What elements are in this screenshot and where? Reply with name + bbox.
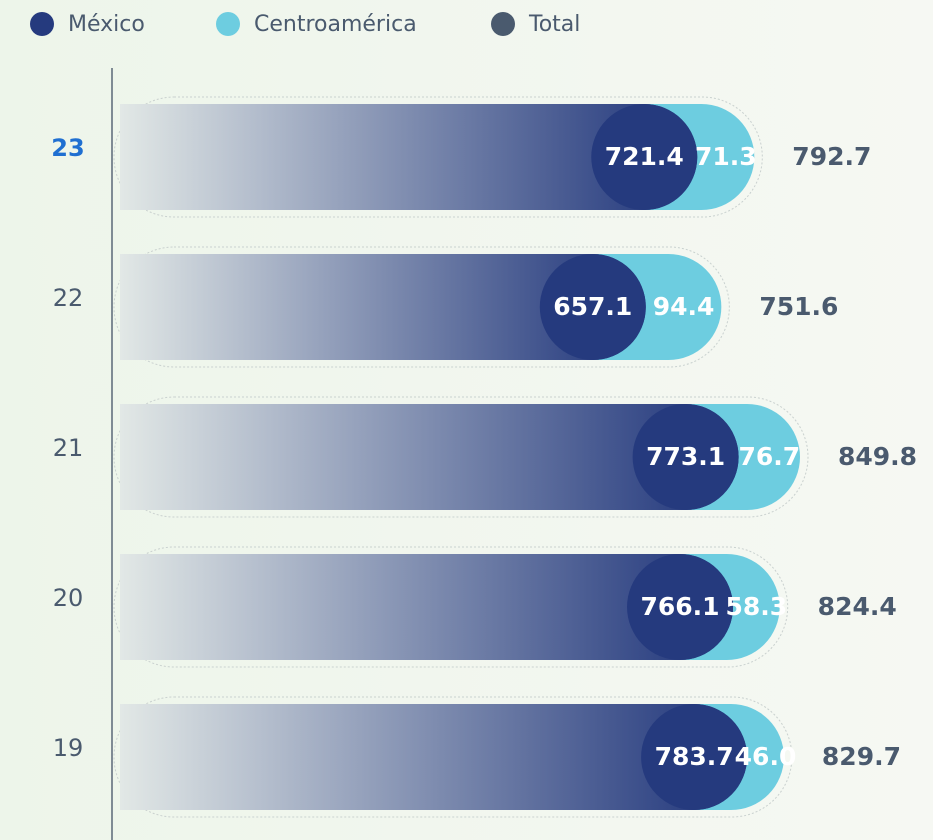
y-tick-label: 21 <box>53 434 84 462</box>
data-label: 71.3 <box>695 142 757 171</box>
y-tick-label: 22 <box>53 284 84 312</box>
bar-cap <box>591 104 698 210</box>
data-label: 76.7 <box>738 442 800 471</box>
total-label: 751.6 <box>759 292 838 321</box>
data-label: 766.1 <box>640 592 719 621</box>
bar-cap <box>641 704 748 810</box>
total-outline <box>113 246 730 368</box>
data-label: 721.4 <box>605 142 684 171</box>
total-label: 829.7 <box>822 742 901 771</box>
data-label: 773.1 <box>646 442 725 471</box>
total-label: 824.4 <box>818 592 897 621</box>
y-tick-label: 20 <box>53 584 84 612</box>
data-label: 94.4 <box>653 292 715 321</box>
data-label: 783.7 <box>655 742 734 771</box>
bar-cap <box>539 254 646 360</box>
y-tick-label: 23 <box>51 134 84 162</box>
legend-swatch <box>216 12 240 36</box>
bar-cap <box>632 404 739 510</box>
legend-label: México <box>68 12 145 37</box>
bar-segment <box>120 254 646 360</box>
bar-segment <box>120 404 739 510</box>
bar-segment <box>120 704 748 810</box>
total-outline <box>113 396 809 518</box>
legend-swatch <box>30 12 54 36</box>
legend-swatch <box>491 12 515 36</box>
bar-cap <box>627 554 734 660</box>
total-outline <box>113 546 789 668</box>
data-label: 58.3 <box>726 592 788 621</box>
data-label: 657.1 <box>553 292 632 321</box>
total-outline <box>113 696 793 818</box>
legend-label: Total <box>528 12 580 37</box>
total-outline <box>113 96 763 218</box>
data-label: 46.0 <box>735 742 797 771</box>
total-label: 792.7 <box>792 142 871 171</box>
bar-segment <box>120 554 734 660</box>
bar-segment <box>120 104 698 210</box>
y-tick-label: 19 <box>53 734 84 762</box>
total-label: 849.8 <box>838 442 917 471</box>
legend-label: Centroamérica <box>254 12 417 37</box>
